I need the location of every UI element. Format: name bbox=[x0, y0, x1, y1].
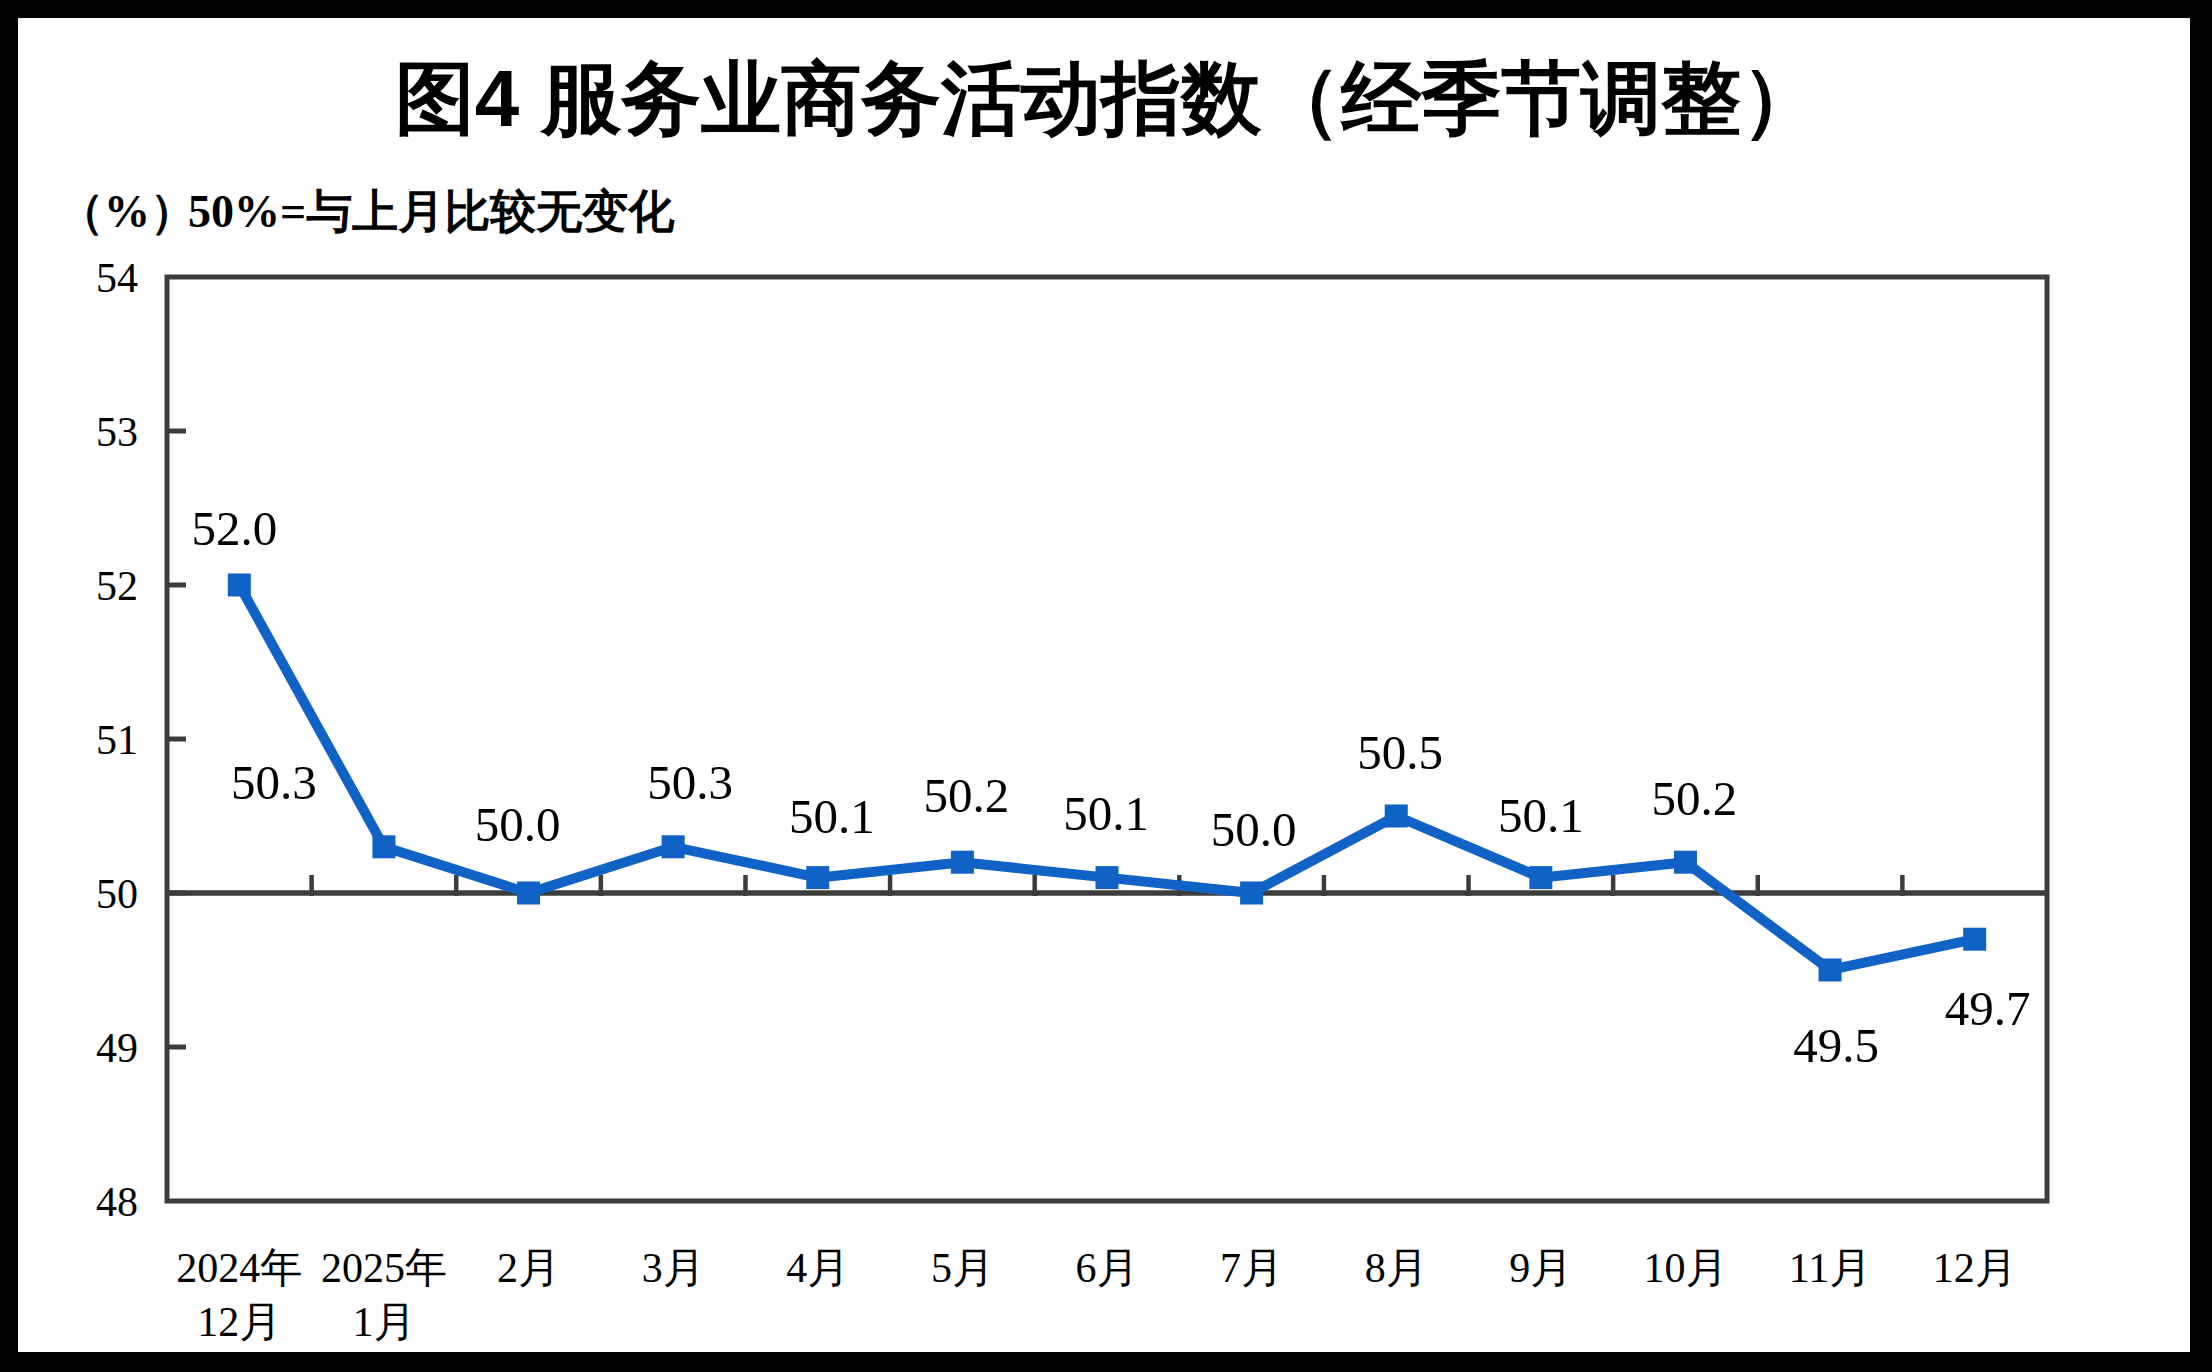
data-point-label: 49.5 bbox=[1793, 1018, 1879, 1073]
x-axis-category-label: 12月 bbox=[197, 1299, 281, 1345]
y-axis-tick-label: 51 bbox=[96, 717, 138, 763]
data-point-label: 50.2 bbox=[924, 768, 1010, 823]
data-point-label: 50.1 bbox=[1063, 786, 1149, 841]
data-point-label: 50.2 bbox=[1652, 771, 1738, 826]
x-axis-category-label: 8月 bbox=[1365, 1245, 1428, 1291]
data-point-marker bbox=[951, 851, 974, 874]
x-axis-category-label: 1月 bbox=[352, 1299, 415, 1345]
data-point-marker bbox=[1529, 866, 1552, 889]
y-axis-tick-label: 50 bbox=[96, 871, 138, 917]
y-axis-tick-label: 48 bbox=[96, 1179, 138, 1225]
data-point-marker bbox=[806, 866, 829, 889]
y-axis-tick-label: 52 bbox=[96, 563, 138, 609]
data-point-marker bbox=[372, 835, 395, 858]
data-point-label: 49.7 bbox=[1945, 981, 2031, 1036]
screenshot-frame: 图4 服务业商务活动指数（经季节调整） （%） 50%=与上月比较无变化 484… bbox=[0, 0, 2212, 1372]
data-point-marker bbox=[228, 574, 251, 597]
data-point-marker bbox=[1819, 959, 1842, 982]
data-point-label: 50.5 bbox=[1357, 725, 1443, 780]
subtitle-note: 50%=与上月比较无变化 bbox=[188, 186, 675, 237]
x-axis-category-label: 3月 bbox=[642, 1245, 705, 1291]
data-point-marker bbox=[1385, 805, 1408, 828]
data-point-label: 50.3 bbox=[231, 755, 317, 810]
y-axis-unit-label: （%） bbox=[58, 186, 196, 237]
data-point-label: 50.3 bbox=[647, 755, 733, 810]
x-axis-category-label: 2024年 bbox=[176, 1245, 302, 1291]
chart-title: 图4 服务业商务活动指数（经季节调整） bbox=[395, 54, 1822, 143]
y-axis-tick-label: 54 bbox=[96, 255, 138, 301]
data-point-label: 50.0 bbox=[475, 797, 561, 852]
plot-area: 48 49 50 51 52 53 54 52.0 50.3 50.0 50.3 50.1 50.2 50… bbox=[96, 255, 2047, 1345]
data-point-marker bbox=[1096, 866, 1119, 889]
x-axis-category-label: 5月 bbox=[931, 1245, 994, 1291]
x-axis-category-label: 2025年 bbox=[321, 1245, 447, 1291]
data-point-label: 50.1 bbox=[789, 789, 875, 844]
data-point-marker bbox=[662, 835, 685, 858]
x-axis-category-label: 10月 bbox=[1643, 1245, 1727, 1291]
plot-border bbox=[167, 277, 2047, 1201]
x-axis-category-label: 6月 bbox=[1076, 1245, 1139, 1291]
line-chart: 图4 服务业商务活动指数（经季节调整） （%） 50%=与上月比较无变化 484… bbox=[0, 0, 2212, 1372]
data-point-marker bbox=[1674, 851, 1697, 874]
y-axis-tick-label: 49 bbox=[96, 1025, 138, 1071]
x-axis-category-label: 4月 bbox=[786, 1245, 849, 1291]
data-point-label: 50.1 bbox=[1498, 788, 1584, 843]
x-axis-category-label: 2月 bbox=[497, 1245, 560, 1291]
y-axis-tick-label: 53 bbox=[96, 409, 138, 455]
data-point-marker bbox=[1240, 882, 1263, 905]
data-point-label: 50.0 bbox=[1211, 802, 1297, 857]
x-axis-category-label: 11月 bbox=[1789, 1245, 1871, 1291]
data-point-marker bbox=[517, 882, 540, 905]
data-point-label: 52.0 bbox=[191, 501, 277, 556]
x-axis-category-label: 9月 bbox=[1509, 1245, 1572, 1291]
x-axis-category-label: 12月 bbox=[1933, 1245, 2017, 1291]
x-axis-category-label: 7月 bbox=[1220, 1245, 1283, 1291]
data-point-marker bbox=[1963, 928, 1986, 951]
